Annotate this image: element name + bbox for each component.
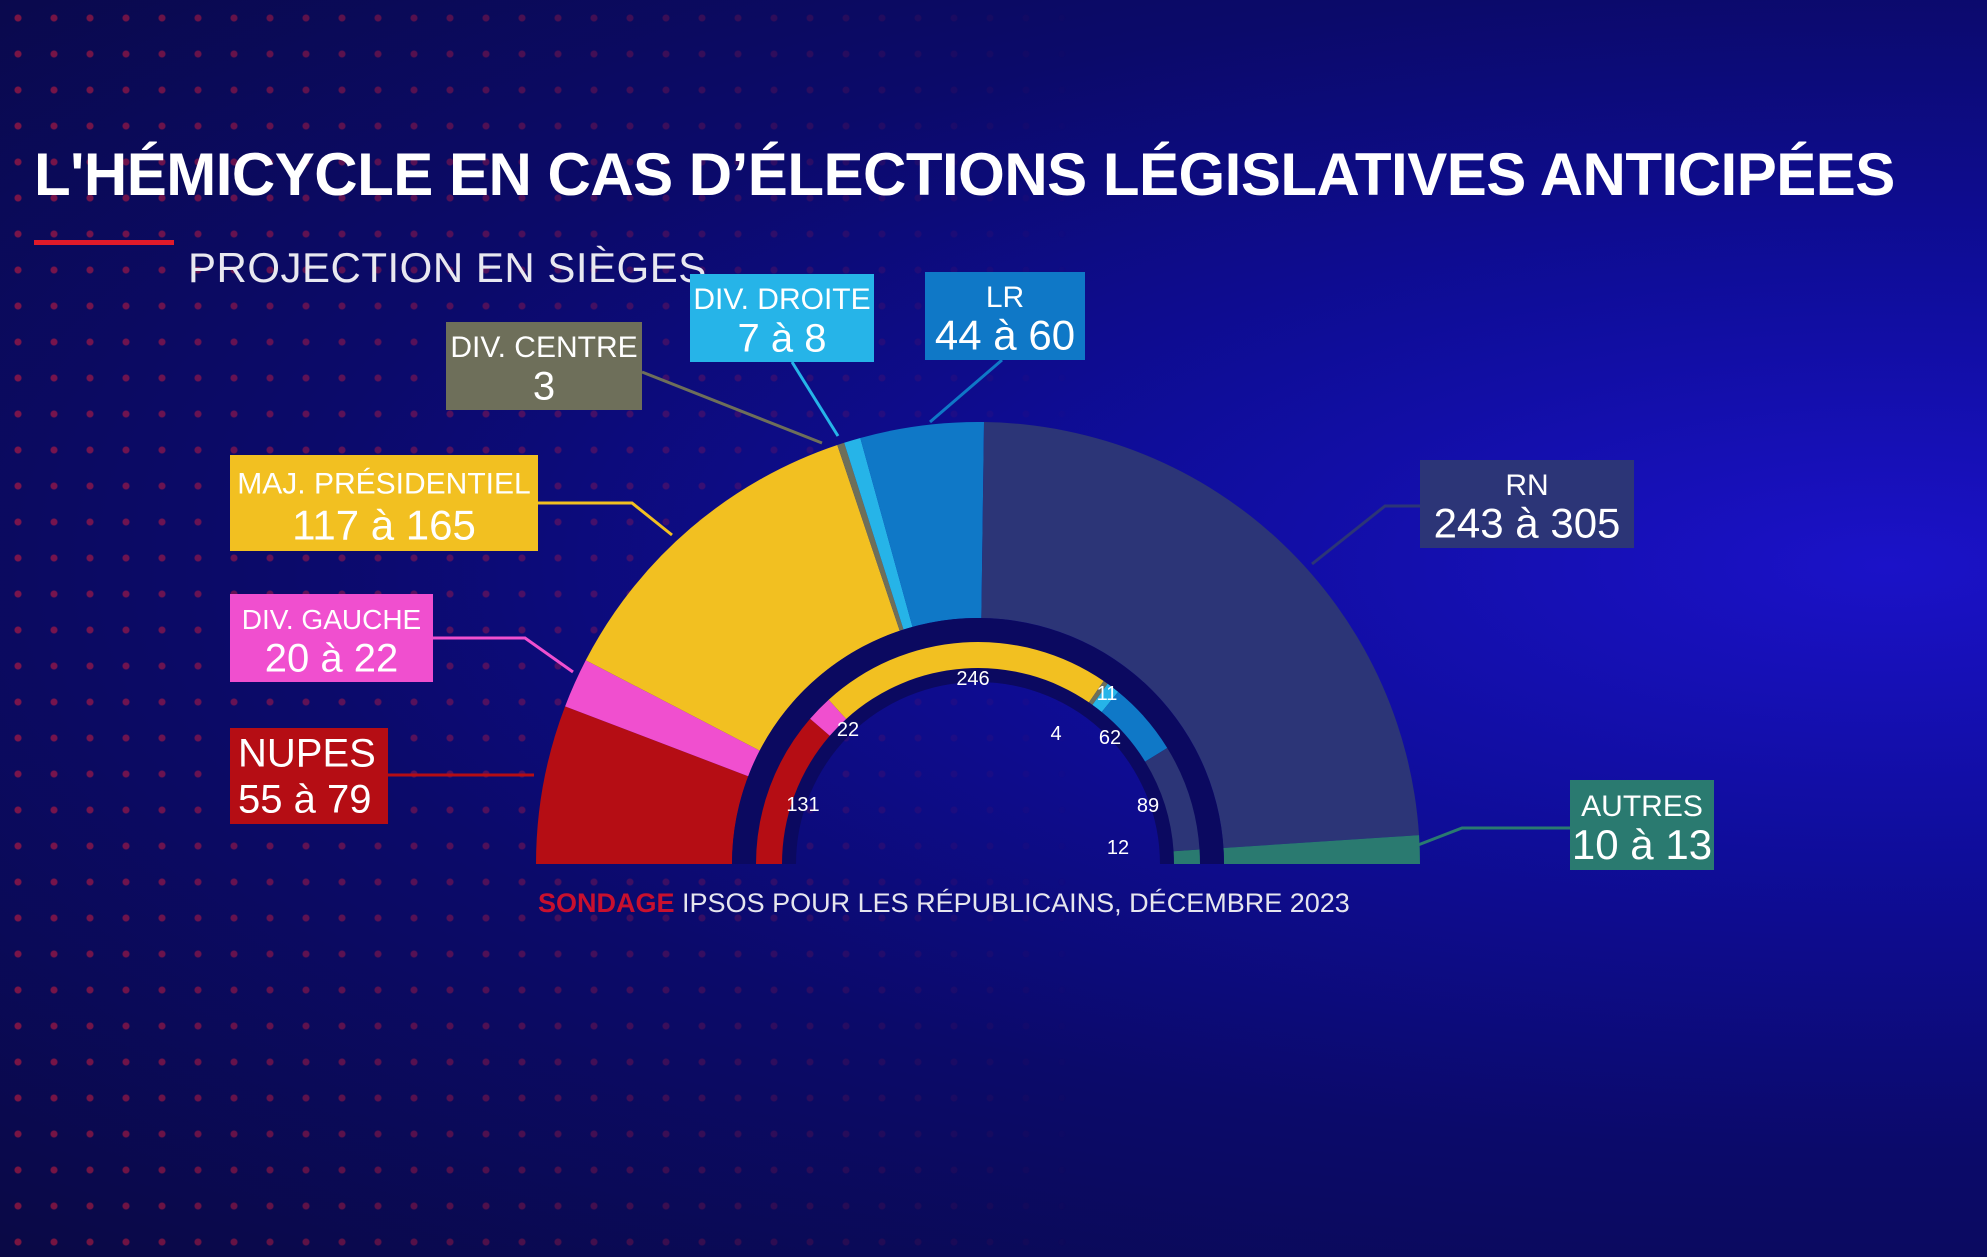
outer-arc-div-centre <box>837 442 904 631</box>
party-name-autres: AUTRES <box>1581 790 1703 823</box>
inner-arc-nupes <box>756 718 830 864</box>
party-name-div-gauche: DIV. GAUCHE <box>242 604 421 635</box>
leader-line-div-gauche <box>433 636 574 674</box>
leader-line-div-centre <box>641 370 823 445</box>
outer-arc-autres <box>1223 835 1420 864</box>
inner-arc-autres <box>1173 849 1200 864</box>
leader-line-rn <box>1311 504 1420 566</box>
leader-line-autres <box>1417 826 1570 847</box>
party-name-div-centre: DIV. CENTRE <box>450 331 637 364</box>
party-name-maj-pr-sidentiel: MAJ. PRÉSIDENTIEL <box>237 467 530 500</box>
inner-arc-rn <box>1145 747 1200 852</box>
label-box-lr <box>925 272 1085 360</box>
outer-arc-maj-pr-sidentiel <box>585 444 900 751</box>
source-note: SONDAGE IPSOS POUR LES RÉPUBLICAINS, DÉC… <box>538 888 1350 919</box>
title-accent-rule <box>34 240 174 245</box>
leader-line-maj-pr-sidentiel <box>538 501 673 537</box>
label-box-div-gauche <box>230 594 433 682</box>
inner-arc-div-gauche <box>810 699 847 736</box>
inner-value-div-centre: 4 <box>1050 723 1061 745</box>
party-range-div-droite: 7 à 8 <box>738 316 827 360</box>
outer-arc-div-droite <box>844 437 913 630</box>
party-range-div-gauche: 20 à 22 <box>265 636 398 680</box>
inner-arc-div-droite <box>1092 683 1119 713</box>
label-box-autres <box>1570 780 1714 870</box>
party-name-rn: RN <box>1505 469 1548 502</box>
outer-arc-nupes <box>536 706 749 864</box>
outer-arc-rn <box>981 422 1420 848</box>
leader-line-div-droite <box>790 361 840 437</box>
party-name-nupes: NUPES <box>238 731 376 775</box>
inner-value-nupes: 131 <box>786 794 819 816</box>
source-text: IPSOS POUR LES RÉPUBLICAINS, DÉCEMBRE 20… <box>682 888 1350 918</box>
party-range-rn: 243 à 305 <box>1434 499 1621 546</box>
party-range-lr: 44 à 60 <box>935 311 1075 358</box>
party-name-div-droite: DIV. DROITE <box>693 283 870 316</box>
outer-arc-div-gauche <box>565 660 760 777</box>
label-box-div-droite <box>690 274 874 362</box>
inner-value-maj-pr-sidentiel: 246 <box>956 668 989 690</box>
inner-value-div-droite: 11 <box>1097 683 1118 705</box>
label-box-div-centre <box>446 322 642 410</box>
label-box-maj-pr-sidentiel <box>230 455 538 551</box>
inner-value-rn: 89 <box>1137 795 1159 817</box>
party-range-nupes: 55 à 79 <box>238 777 371 821</box>
inner-arc-div-centre <box>1088 680 1108 705</box>
party-range-div-centre: 3 <box>533 364 555 408</box>
leader-line-lr <box>929 358 1003 424</box>
label-box-nupes <box>230 728 388 824</box>
party-range-autres: 10 à 13 <box>1572 821 1712 868</box>
inner-arc-lr <box>1101 691 1168 762</box>
inner-value-autres: 12 <box>1107 837 1129 859</box>
outer-arc-lr <box>860 422 985 627</box>
inner-arc-maj-pr-sidentiel <box>828 641 1104 719</box>
chart-subtitle: PROJECTION EN SIÈGES <box>188 244 707 291</box>
chart-title: L'HÉMICYCLE EN CAS D’ÉLECTIONS LÉGISLATI… <box>34 141 1895 208</box>
party-range-maj-pr-sidentiel: 117 à 165 <box>292 501 476 548</box>
source-keyword: SONDAGE <box>538 888 675 918</box>
inner-value-div-gauche: 22 <box>837 719 859 741</box>
label-box-rn <box>1420 460 1634 548</box>
party-name-lr: LR <box>986 281 1024 314</box>
inner-value-lr: 62 <box>1099 727 1121 749</box>
